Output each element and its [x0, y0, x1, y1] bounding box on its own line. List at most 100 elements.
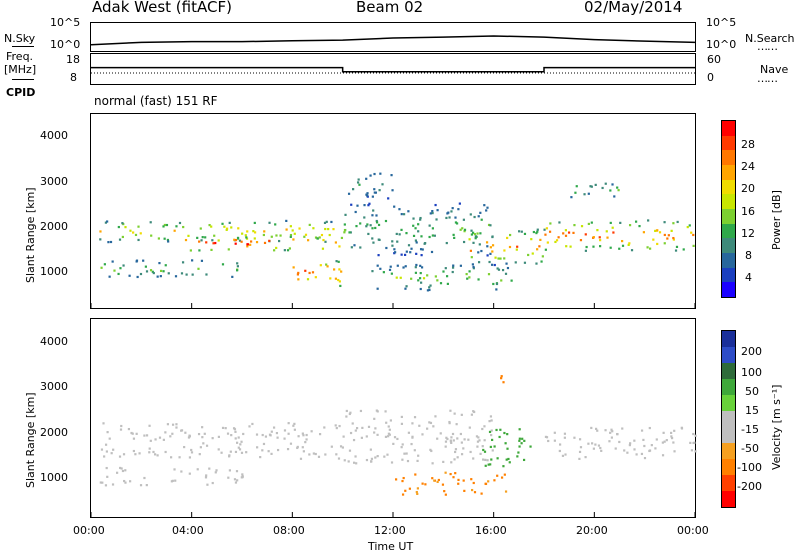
velocity-heatmap-cell — [561, 454, 565, 457]
power-heatmap-cell — [191, 259, 194, 262]
velocity-heatmap-cell — [208, 467, 211, 470]
power-heatmap-cell — [472, 265, 475, 269]
power-heatmap-cell — [119, 267, 122, 270]
velocity-heatmap-cell — [312, 452, 315, 455]
power-heatmap-cell — [494, 256, 497, 259]
velocity-heatmap-cell — [483, 450, 487, 453]
velocity-heatmap-cell — [558, 449, 561, 453]
power-heatmap-cell — [445, 216, 448, 220]
power-heatmap-cell — [372, 241, 375, 244]
velocity-heatmap-cell — [355, 427, 359, 430]
velocity-heatmap-cell — [449, 439, 452, 442]
power-heatmap-cell — [350, 203, 353, 206]
power-heatmap-cell — [574, 191, 577, 194]
power-heatmap-cell — [466, 277, 469, 280]
velocity-heatmap-cell — [456, 437, 459, 440]
velocity-heatmap-cell — [406, 459, 410, 463]
power-heatmap-cell — [245, 237, 249, 240]
power-heatmap-cell — [366, 194, 369, 197]
power-heatmap-cell — [200, 259, 204, 262]
velocity-heatmap-cell — [490, 458, 493, 461]
power-heatmap-cell — [496, 267, 499, 270]
power-heatmap-cell — [214, 241, 217, 245]
velocity-heatmap-cell — [476, 440, 480, 443]
power-heatmap-cell — [357, 178, 360, 181]
velocity-heatmap-cell — [578, 438, 582, 441]
velocity-heatmap-cell — [573, 436, 576, 439]
velocity-heatmap-cell — [599, 446, 602, 450]
power-heatmap-cell — [627, 243, 630, 246]
velocity-heatmap-cell — [448, 422, 451, 425]
xtick-6: 00:00 — [677, 524, 709, 537]
velocity-heatmap-cell — [428, 421, 431, 424]
nave-tick-top: 60 — [707, 53, 721, 66]
velocity-heatmap-cell — [373, 431, 376, 434]
velocity-heatmap-cell — [417, 454, 420, 457]
velocity-heatmap-cell — [431, 477, 434, 480]
power-heatmap-cell — [297, 278, 300, 281]
velocity-heatmap-cell — [394, 478, 398, 481]
power-heatmap-cell — [424, 241, 427, 245]
velocity-heatmap-cell — [169, 435, 172, 438]
power-heatmap-cell — [426, 274, 429, 277]
power-heatmap-cell — [546, 241, 549, 244]
velocity-heatmap-cell — [293, 428, 296, 431]
power-heatmap-cell — [197, 267, 200, 270]
power-heatmap-cell — [201, 236, 204, 239]
power-heatmap-cell — [445, 241, 448, 245]
velocity-heatmap-cell — [354, 429, 357, 432]
xtick-5: 20:00 — [576, 524, 608, 537]
velocity-heatmap-cell — [387, 425, 390, 428]
power-heatmap-cell — [344, 213, 347, 216]
velocity-heatmap-cell — [462, 447, 465, 450]
power-heatmap-cell — [320, 233, 324, 237]
velocity-heatmap-cell — [283, 429, 287, 432]
power-heatmap-cell — [472, 241, 475, 244]
power-heatmap-cell — [240, 240, 243, 243]
power-heatmap-cell — [149, 269, 153, 272]
velocity-heatmap-cell — [338, 424, 341, 428]
power-heatmap-cell — [579, 239, 583, 242]
power-heatmap-cell — [359, 222, 362, 225]
power-heatmap-cell — [604, 182, 607, 185]
power-heatmap-cell — [584, 233, 587, 236]
velocity-heatmap-cell — [454, 448, 458, 451]
velocity-heatmap-cell — [259, 455, 262, 459]
velocity-heatmap-cell — [489, 445, 492, 449]
velocity-heatmap-cell — [234, 450, 238, 454]
power-heatmap-cell — [491, 235, 494, 238]
power-heatmap-cell — [134, 233, 138, 237]
power-heatmap-cell — [332, 228, 335, 231]
power-heatmap-cell — [182, 225, 185, 229]
power-heatmap-cell — [428, 288, 431, 292]
velocity-heatmap-cell — [376, 433, 379, 436]
velocity-heatmap-cell — [594, 443, 597, 446]
velocity-heatmap-cell — [166, 423, 170, 426]
power-heatmap-cell — [325, 220, 328, 223]
power-heatmap-cell — [246, 245, 249, 248]
velocity-heatmap-cell — [504, 442, 507, 445]
velocity-heatmap-cell — [500, 377, 503, 380]
power-heatmap-cell — [329, 277, 332, 280]
velocity-heatmap-cell — [139, 484, 143, 487]
power-heatmap-cell — [609, 246, 612, 249]
power-heatmap-cell — [278, 239, 281, 243]
power-heatmap-cell — [621, 239, 624, 243]
power-heatmap-cell — [692, 233, 695, 237]
power-colorbar-segment — [722, 150, 735, 165]
power-heatmap-cell — [204, 236, 207, 239]
cpid-label: CPID — [6, 86, 36, 99]
power-heatmap-cell — [435, 218, 438, 221]
velocity-colorbar-segment — [722, 443, 735, 459]
velocity-heatmap-cell — [283, 437, 286, 440]
velocity-heatmap-cell — [689, 441, 692, 444]
power-heatmap-cell — [469, 249, 473, 252]
power-heatmap-cell — [369, 224, 372, 227]
power-heatmap-cell — [688, 224, 691, 227]
velocity-heatmap-cell — [183, 445, 186, 449]
xtick-1: 04:00 — [172, 524, 204, 537]
power-colorbar-segment — [722, 267, 735, 283]
power-heatmap-cell — [337, 278, 340, 282]
power-heatmap-cell — [238, 239, 242, 242]
